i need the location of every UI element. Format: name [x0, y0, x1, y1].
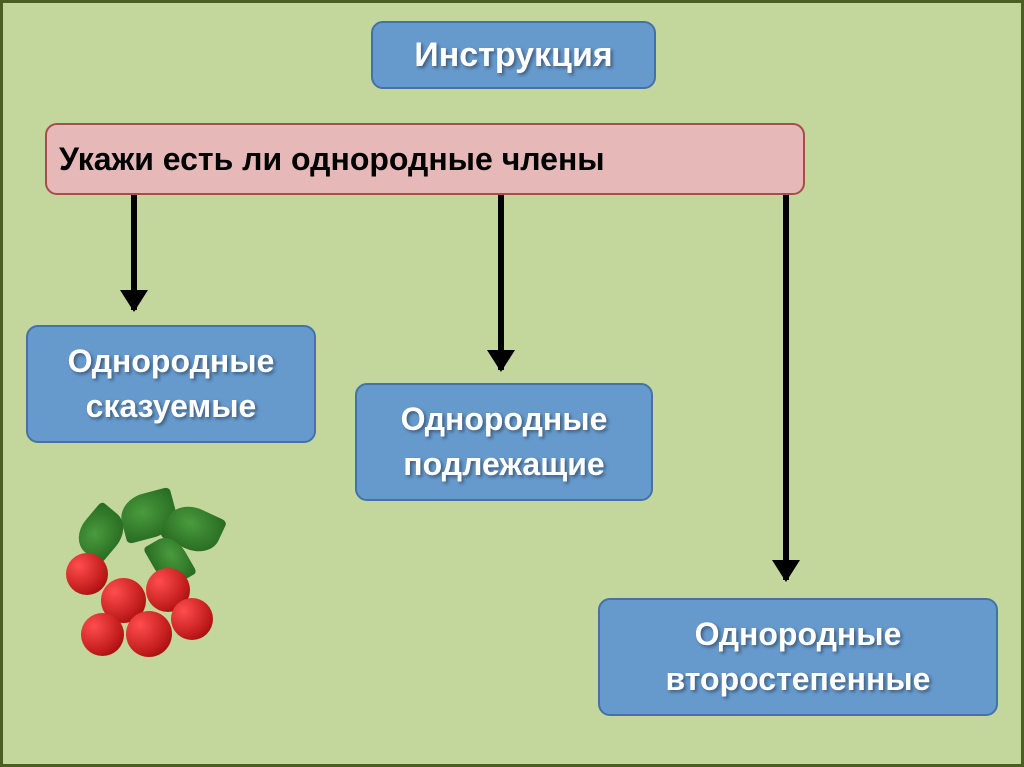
arrow-to-node1	[131, 195, 137, 310]
node-subjects: Однородные подлежащие	[355, 383, 653, 501]
node-secondary: Однородные второстепенные	[598, 598, 998, 716]
question-box: Укажи есть ли однородные члены	[45, 123, 805, 195]
berry-icon	[66, 553, 108, 595]
node1-line2: сказуемые	[86, 384, 257, 429]
berry-decoration	[51, 493, 236, 668]
arrow-to-node2	[498, 195, 504, 370]
node3-line2: второстепенные	[666, 657, 931, 702]
node-predicates: Однородные сказуемые	[26, 325, 316, 443]
node1-line1: Однородные	[68, 339, 275, 384]
arrow-to-node3	[783, 195, 789, 580]
instruction-title: Инструкция	[371, 21, 656, 89]
question-text: Укажи есть ли однородные члены	[59, 141, 605, 178]
berry-icon	[126, 611, 172, 657]
node2-line1: Однородные	[401, 397, 608, 442]
berry-icon	[81, 613, 124, 656]
title-text: Инструкция	[414, 36, 612, 75]
berry-icon	[171, 598, 213, 640]
node3-line1: Однородные	[695, 612, 902, 657]
node2-line2: подлежащие	[403, 442, 604, 487]
